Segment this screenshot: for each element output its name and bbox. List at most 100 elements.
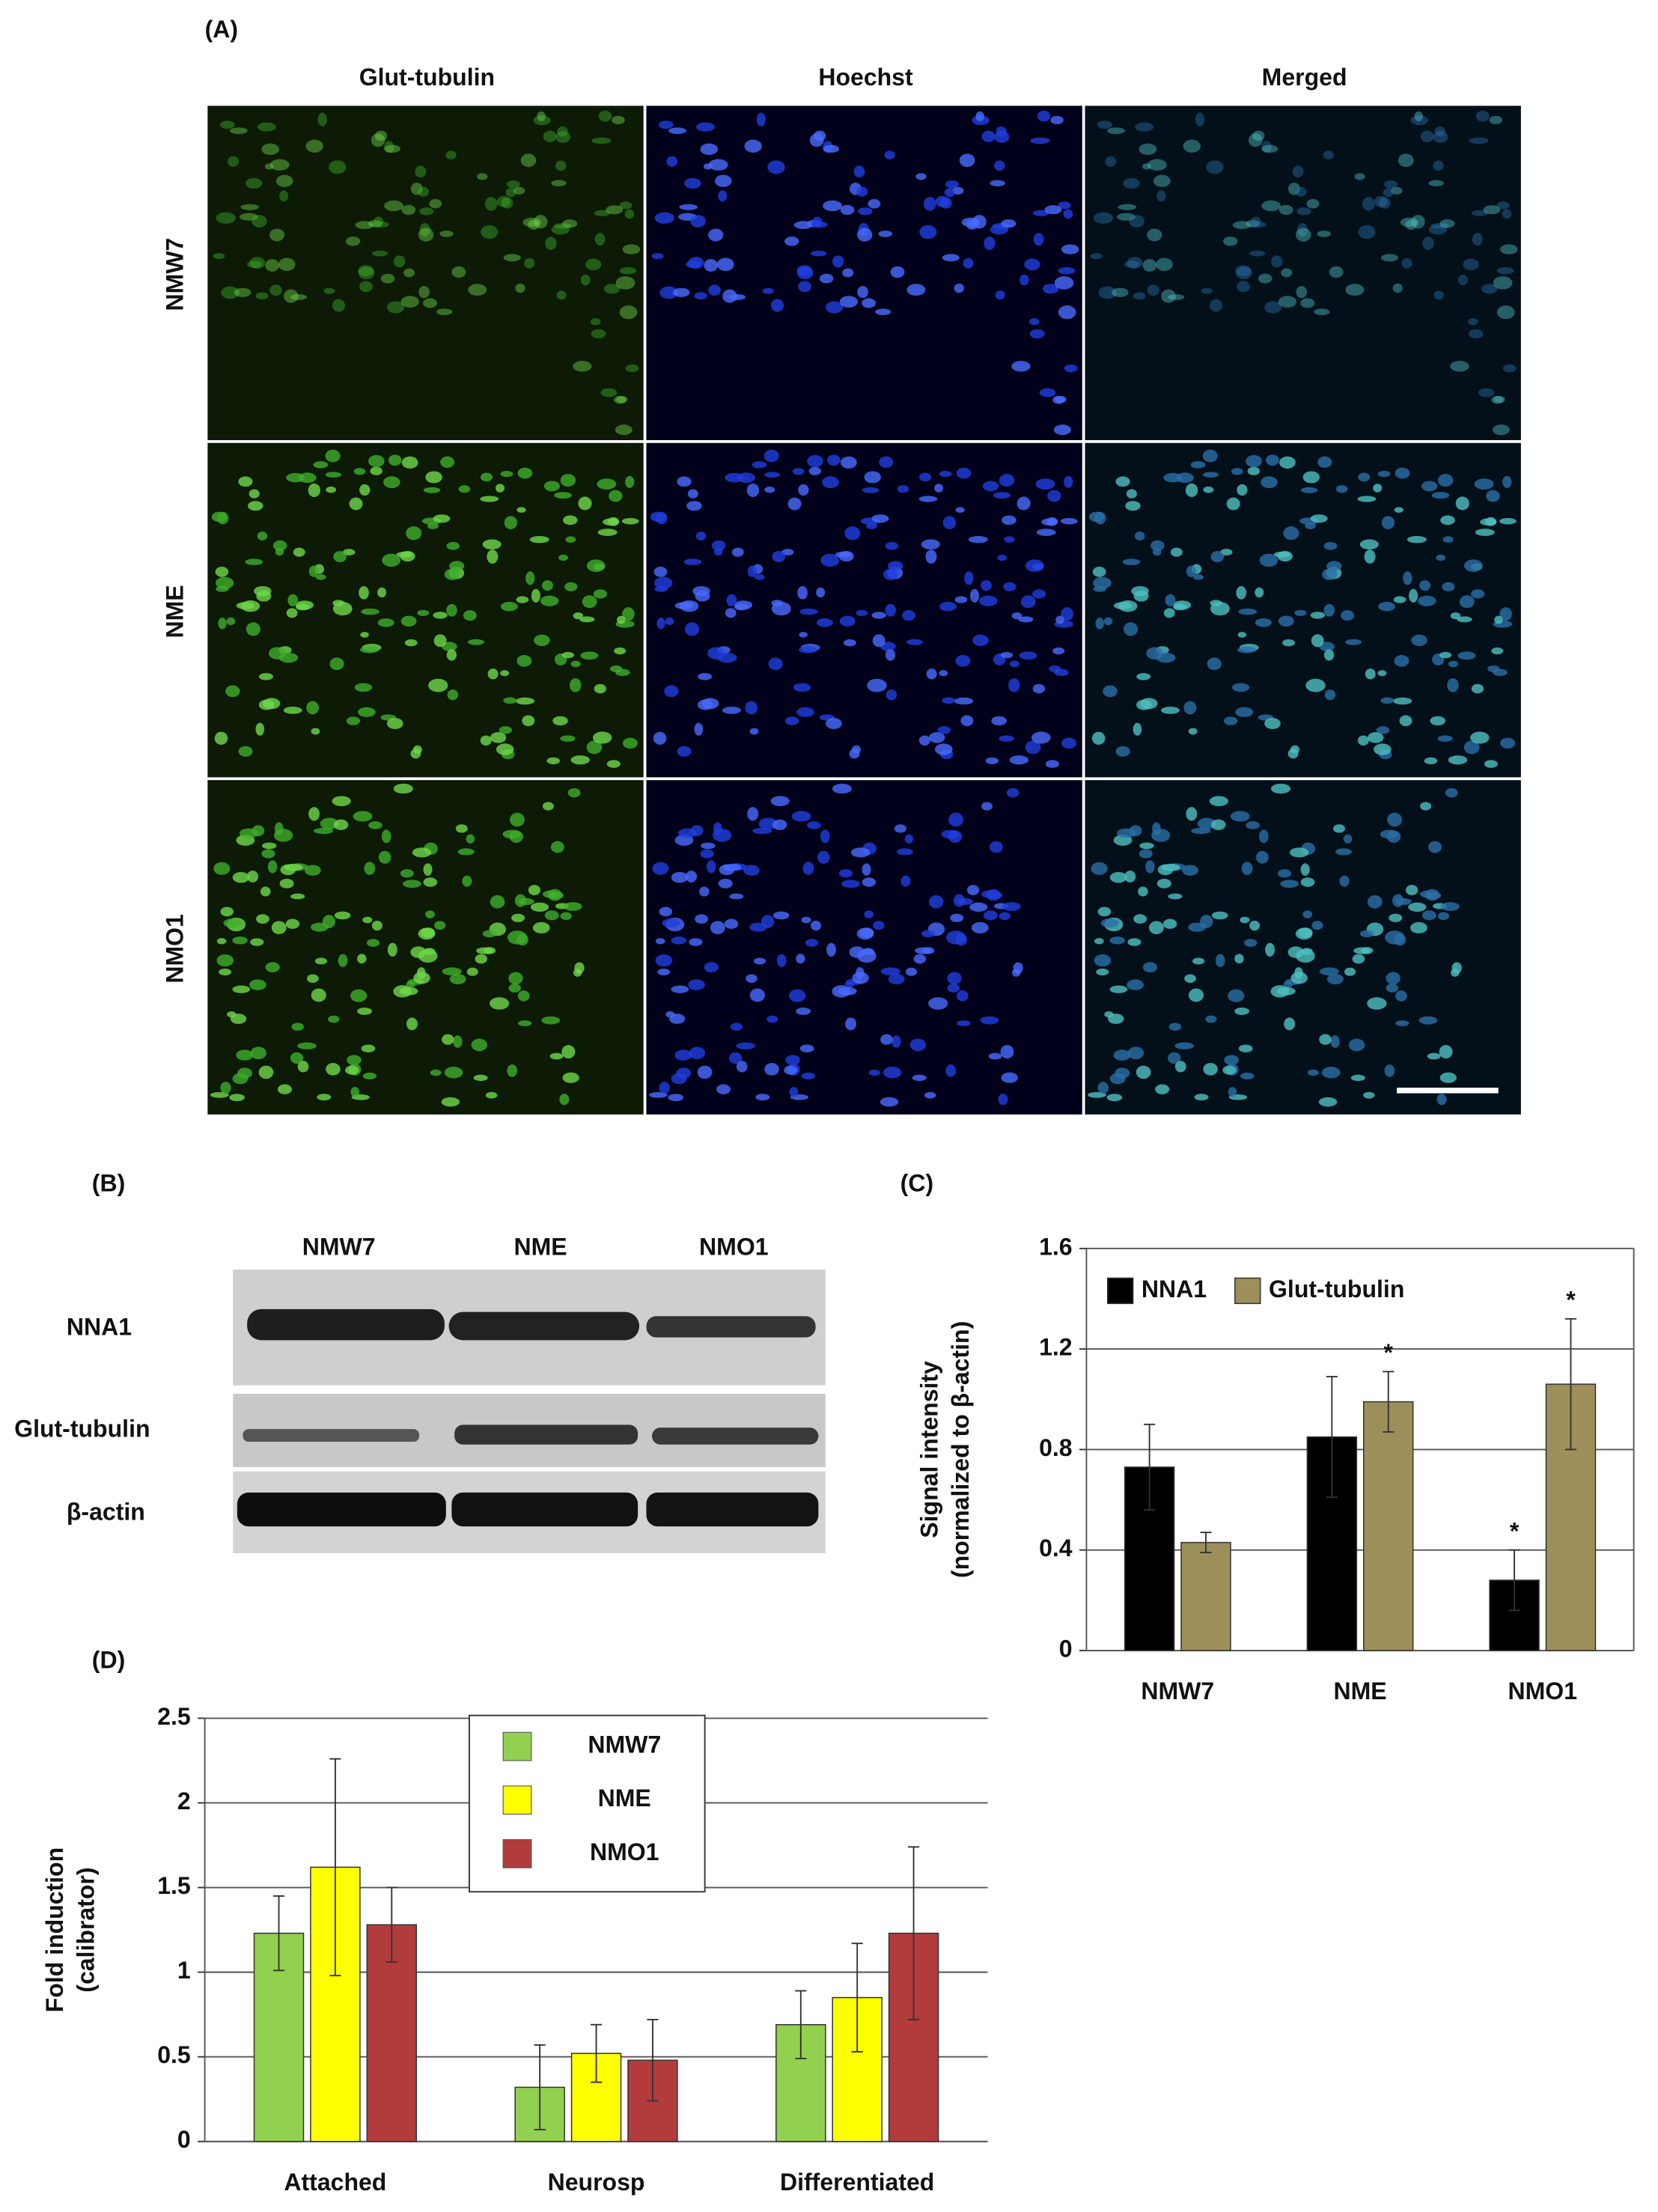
cell bbox=[939, 197, 952, 209]
cell bbox=[1091, 862, 1108, 875]
cell bbox=[1109, 871, 1127, 883]
cell bbox=[359, 281, 373, 293]
cell bbox=[885, 542, 899, 550]
cell bbox=[768, 657, 783, 671]
cell bbox=[999, 735, 1014, 742]
cell bbox=[1364, 549, 1376, 564]
cell bbox=[565, 536, 576, 543]
cell bbox=[844, 981, 855, 988]
cell bbox=[1350, 1074, 1365, 1082]
cell bbox=[1290, 847, 1309, 858]
cell bbox=[256, 914, 269, 924]
cell bbox=[1139, 849, 1153, 859]
cell bbox=[1411, 634, 1427, 647]
band-label: Glut-tubulin bbox=[14, 1415, 150, 1442]
cell bbox=[1450, 361, 1469, 372]
micrograph bbox=[646, 442, 1082, 778]
cell bbox=[1421, 910, 1436, 921]
cell bbox=[501, 197, 513, 209]
cell bbox=[909, 1038, 927, 1052]
cell bbox=[387, 942, 397, 957]
cell bbox=[707, 647, 725, 659]
cell bbox=[357, 954, 367, 964]
cell bbox=[1115, 1067, 1130, 1079]
cell bbox=[1231, 468, 1243, 475]
cell bbox=[801, 1072, 816, 1079]
cell bbox=[1392, 894, 1404, 907]
cell bbox=[249, 257, 266, 269]
cell bbox=[1307, 1069, 1319, 1076]
cell bbox=[1098, 286, 1117, 299]
cell bbox=[988, 1052, 1002, 1060]
cell bbox=[1442, 536, 1454, 543]
cell bbox=[1481, 284, 1498, 294]
cell bbox=[764, 1063, 779, 1076]
cell bbox=[1344, 967, 1356, 976]
cell bbox=[1036, 528, 1056, 536]
cell bbox=[1406, 885, 1418, 896]
cell bbox=[954, 697, 974, 705]
cell bbox=[1090, 253, 1103, 260]
cell bbox=[1442, 582, 1455, 591]
cell bbox=[1142, 962, 1157, 973]
cell bbox=[490, 997, 510, 1010]
cell bbox=[1096, 968, 1109, 976]
cell bbox=[1147, 284, 1159, 296]
cell bbox=[770, 299, 784, 312]
cell bbox=[1283, 981, 1293, 988]
cell bbox=[1237, 281, 1250, 293]
cell bbox=[560, 474, 576, 487]
cell bbox=[238, 746, 253, 757]
cell bbox=[1335, 848, 1352, 856]
cell bbox=[1335, 485, 1348, 493]
legend-label: Glut-tubulin bbox=[1269, 1276, 1404, 1302]
cell bbox=[265, 962, 280, 973]
cell bbox=[1235, 707, 1253, 717]
cell bbox=[864, 471, 881, 484]
cell bbox=[1203, 1063, 1218, 1076]
cell bbox=[229, 127, 248, 135]
cell bbox=[1288, 182, 1300, 195]
cell bbox=[410, 946, 427, 958]
cell bbox=[718, 878, 733, 889]
cell bbox=[1168, 1052, 1181, 1064]
cell bbox=[690, 215, 706, 228]
bar bbox=[1362, 1401, 1414, 1651]
cell bbox=[811, 250, 827, 257]
lane-label: NMO1 bbox=[699, 1233, 768, 1260]
cell bbox=[1147, 228, 1162, 242]
legend-swatch bbox=[1234, 1277, 1261, 1305]
cell bbox=[516, 596, 529, 603]
cell bbox=[563, 902, 582, 911]
y-axis-label: (normalized to β-actin) bbox=[947, 1321, 974, 1578]
cell bbox=[1376, 726, 1390, 734]
cell bbox=[1139, 143, 1157, 155]
cell bbox=[1374, 743, 1392, 755]
cell bbox=[507, 930, 528, 945]
cell bbox=[1127, 1046, 1145, 1060]
cell bbox=[1153, 174, 1171, 187]
cell bbox=[957, 1020, 971, 1026]
cell bbox=[333, 819, 349, 830]
cell bbox=[533, 115, 551, 126]
cell bbox=[885, 649, 896, 661]
cell bbox=[1228, 1087, 1237, 1097]
cell bbox=[756, 112, 766, 127]
cell bbox=[734, 603, 749, 611]
cell bbox=[679, 204, 698, 210]
cell bbox=[1025, 559, 1044, 573]
cell bbox=[699, 886, 710, 897]
cell bbox=[1064, 364, 1078, 373]
cell bbox=[1224, 1055, 1239, 1065]
cell bbox=[358, 707, 376, 717]
cell bbox=[234, 287, 252, 297]
cell bbox=[1489, 115, 1503, 124]
cell bbox=[1386, 830, 1401, 843]
cell bbox=[990, 841, 1003, 853]
cell bbox=[993, 492, 1011, 499]
cell bbox=[1097, 907, 1112, 917]
cell bbox=[466, 967, 478, 976]
y-tick-label: 0.8 bbox=[1039, 1434, 1073, 1461]
cell bbox=[1037, 110, 1051, 122]
cell bbox=[1061, 244, 1079, 255]
